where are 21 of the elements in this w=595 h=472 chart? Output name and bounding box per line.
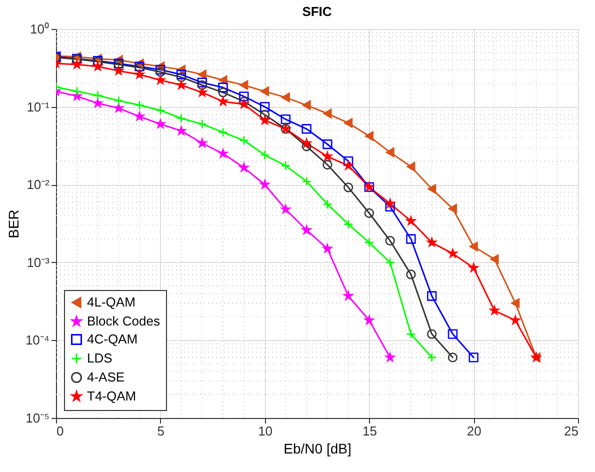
y-tick-label: 10⁻¹ — [26, 99, 50, 114]
x-tick-label: 25 — [564, 424, 578, 438]
y-tick-label: 10⁻⁴ — [25, 332, 50, 348]
legend-label: LDS — [87, 350, 113, 366]
x-axis-title: Eb/N0 [dB] — [284, 440, 352, 456]
x-tick-label: 15 — [362, 424, 377, 438]
y-axis-title: BER — [5, 210, 22, 238]
y-tick-label: 10⁻³ — [26, 254, 50, 270]
y-tick-label: 10⁻⁵ — [26, 410, 50, 426]
legend-label: 4L-QAM — [87, 294, 136, 310]
x-tick-label: 5 — [157, 424, 165, 438]
legend-label: 4C-QAM — [87, 332, 138, 346]
x-tick-label: 10 — [258, 424, 273, 438]
x-tick-label: 20 — [466, 424, 482, 438]
legend-label: Block Codes — [87, 314, 160, 328]
y-tick-label: 10⁻² — [26, 177, 50, 192]
legend-label: 4-ASE — [87, 370, 125, 384]
x-tick-label: 0 — [56, 424, 64, 438]
y-tick-label: 10⁰ — [30, 22, 50, 36]
legend-label: T4-QAM — [87, 388, 136, 404]
chart-title: SFIC — [302, 4, 332, 19]
